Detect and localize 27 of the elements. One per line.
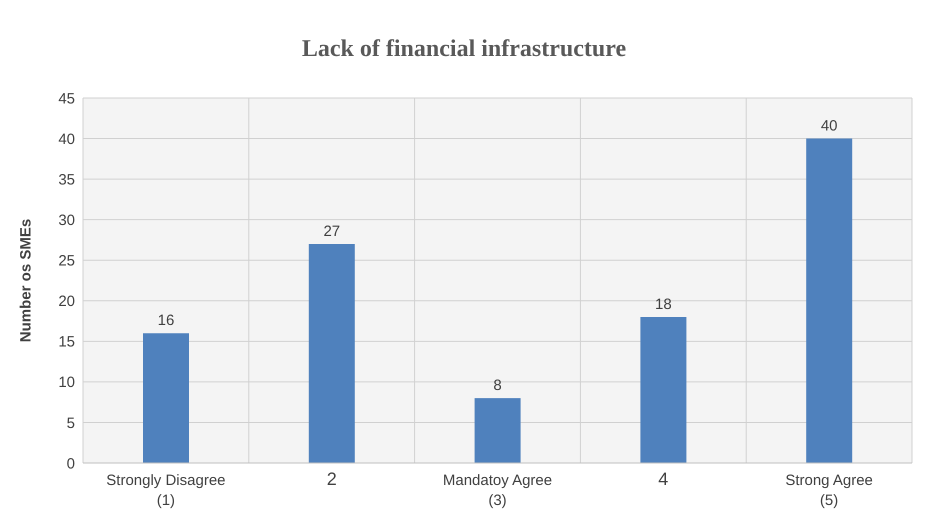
- x-tick-label: 2: [326, 469, 337, 489]
- x-tick-label: Mandatoy Agree (3): [442, 472, 552, 509]
- data-label: 40: [820, 118, 838, 135]
- y-tick-label: 15: [58, 334, 75, 351]
- x-tick-label: 4: [658, 469, 668, 489]
- y-tick-label: 10: [58, 374, 75, 392]
- y-tick-label: 40: [58, 130, 75, 148]
- y-tick-label: 5: [66, 414, 75, 432]
- y-tick-label: 0: [66, 455, 75, 472]
- y-tick-label: 45: [58, 90, 75, 108]
- x-tick-label: Strong Agree (5): [785, 472, 873, 509]
- bar: [308, 244, 355, 463]
- bar: [640, 317, 686, 463]
- y-tick-label: 35: [58, 171, 75, 188]
- bar: [143, 333, 189, 463]
- bar: [806, 138, 852, 463]
- data-label: 16: [158, 312, 174, 330]
- y-tick-label: 20: [58, 293, 75, 310]
- data-label: 18: [655, 296, 672, 313]
- y-tick-label: 30: [58, 212, 75, 229]
- chart-title: Lack of financial infrastructure: [300, 36, 628, 63]
- x-tick-label: Strongly Disagree (1): [106, 472, 226, 509]
- data-label: 8: [493, 377, 502, 394]
- y-tick-label: 25: [58, 252, 75, 270]
- data-label: 27: [323, 223, 340, 240]
- bar: [474, 398, 521, 463]
- y-axis-title: Number os SMEs: [17, 218, 34, 342]
